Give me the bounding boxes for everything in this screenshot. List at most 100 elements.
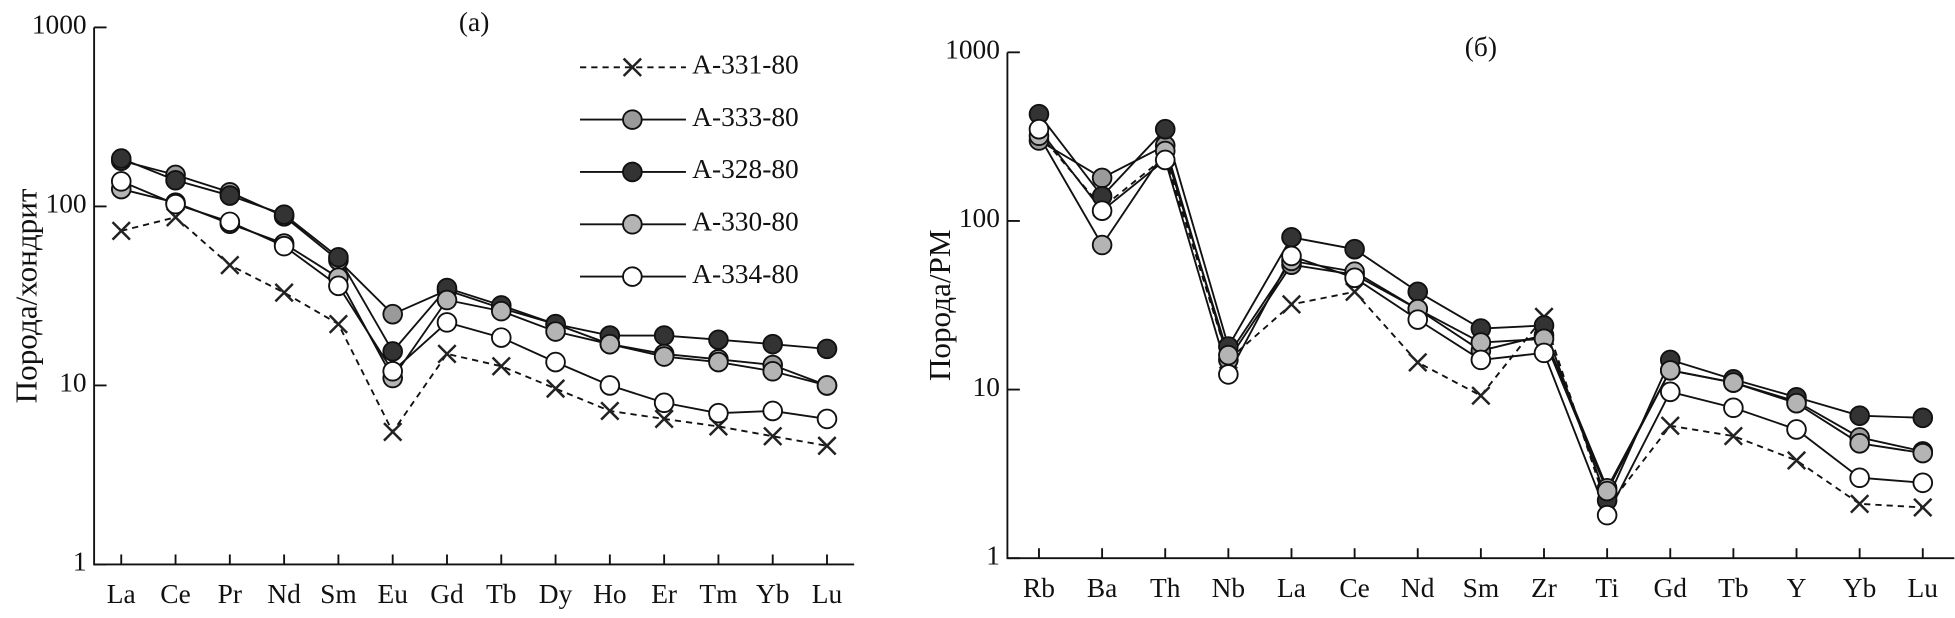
marker <box>491 356 511 376</box>
marker <box>622 57 642 77</box>
marker <box>1913 497 1933 518</box>
x-tick-label: Sm <box>1463 573 1500 603</box>
x-tick-label: Yb <box>1843 573 1877 603</box>
marker <box>653 392 675 414</box>
legend-label: A-331-80 <box>692 50 799 80</box>
marker <box>111 221 131 241</box>
x-tick-label: Pr <box>218 579 242 609</box>
marker <box>622 266 643 287</box>
marker <box>1344 267 1365 289</box>
marker <box>220 255 240 275</box>
marker <box>1281 294 1302 314</box>
marker <box>490 300 512 322</box>
marker <box>817 436 837 456</box>
marker <box>600 401 620 421</box>
x-tick-label: Rb <box>1023 573 1055 603</box>
marker <box>1723 372 1744 393</box>
marker <box>545 351 566 373</box>
marker <box>622 161 643 183</box>
marker <box>1786 392 1807 414</box>
marker-stroke <box>545 378 566 399</box>
x-tick-label: Lu <box>1908 573 1939 603</box>
marker <box>1344 238 1365 260</box>
marker-stroke <box>383 422 403 442</box>
x-tick-label: Ho <box>593 579 626 609</box>
marker <box>1408 352 1428 372</box>
marker <box>1786 419 1807 440</box>
marker <box>599 375 621 396</box>
marker <box>1659 360 1681 381</box>
marker <box>816 375 838 396</box>
x-tick-label: Nd <box>1401 573 1435 603</box>
marker-stroke <box>328 314 349 334</box>
marker <box>816 408 838 430</box>
x-tick-label: La <box>1277 573 1306 603</box>
chart-title: (б) <box>1465 32 1497 62</box>
marker <box>1850 494 1870 514</box>
x-tick-label: Sm <box>320 579 357 609</box>
marker <box>708 351 729 373</box>
series-line <box>1038 132 1923 510</box>
marker <box>1154 118 1176 140</box>
x-tick-label: Gd <box>430 579 464 609</box>
y-tick-label: 1 <box>986 540 1000 570</box>
x-tick-label: Ba <box>1087 573 1117 603</box>
series-line <box>1038 135 1923 494</box>
marker <box>816 338 838 360</box>
marker <box>1471 386 1491 406</box>
marker <box>436 312 458 333</box>
marker <box>382 341 403 362</box>
marker-stroke <box>654 409 674 429</box>
marker <box>653 346 675 367</box>
marker-stroke <box>1408 352 1428 372</box>
marker <box>436 289 458 311</box>
marker <box>599 333 621 355</box>
x-tick-label: Nd <box>267 579 301 609</box>
legend-label: A-334-80 <box>692 259 799 289</box>
marker <box>1470 349 1492 371</box>
marker <box>1028 118 1050 140</box>
marker <box>437 344 457 364</box>
x-tick-label: Ce <box>1339 573 1369 603</box>
x-tick-label: Zr <box>1531 573 1557 603</box>
marker-stroke <box>491 356 511 376</box>
legend-label: A-328-80 <box>692 154 799 184</box>
marker-stroke <box>622 57 642 77</box>
y-tick-label: 1 <box>73 547 87 577</box>
marker <box>165 169 186 191</box>
x-tick-label: Dy <box>539 579 573 609</box>
marker <box>545 321 566 342</box>
marker <box>274 283 294 303</box>
marker <box>545 378 566 399</box>
marker <box>708 329 729 351</box>
y-tick-label: 100 <box>959 203 1000 233</box>
y-tick-label: 10 <box>59 368 86 398</box>
marker-stroke <box>1471 386 1491 406</box>
marker <box>1786 450 1807 471</box>
marker <box>383 422 403 442</box>
marker <box>1596 504 1618 526</box>
marker <box>1723 426 1743 446</box>
x-tick-label: La <box>107 579 136 609</box>
marker-stroke <box>1913 497 1933 518</box>
x-tick-label: Gd <box>1654 573 1688 603</box>
legend-label: A-330-80 <box>692 207 799 237</box>
marker <box>273 204 295 225</box>
marker <box>1849 405 1870 426</box>
series-line <box>121 216 828 447</box>
y-tick-label: 1000 <box>945 35 1000 65</box>
marker <box>653 325 675 346</box>
marker <box>1154 149 1176 171</box>
marker <box>1091 167 1113 189</box>
marker <box>165 193 186 215</box>
x-tick-label: Ti <box>1595 573 1619 603</box>
marker-stroke <box>763 426 783 446</box>
marker <box>328 314 349 334</box>
x-tick-label: Tb <box>486 579 516 609</box>
marker-stroke <box>1281 294 1302 314</box>
marker <box>219 211 241 233</box>
marker <box>1533 342 1555 364</box>
y-tick-label: 10 <box>973 372 1000 402</box>
y-axis-label: Порода/хондрит <box>8 188 43 403</box>
